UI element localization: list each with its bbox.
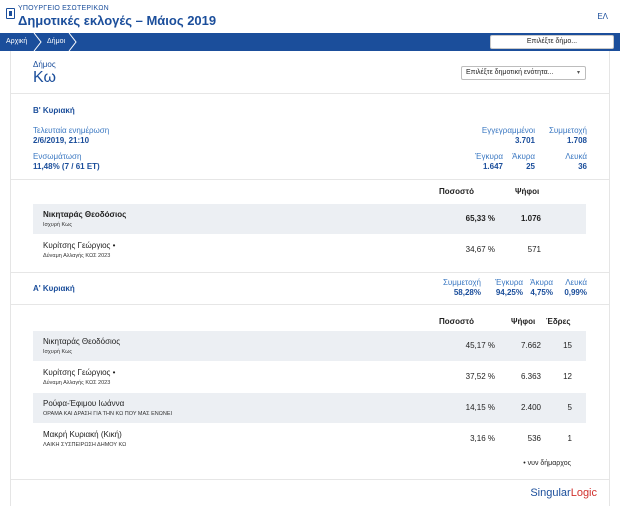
page-title[interactable]: Δημοτικές εκλογές – Μάιος 2019	[18, 13, 217, 28]
round-a-title: Α' Κυριακή	[33, 284, 75, 293]
top-header: ΥΠΟΥΡΓΕΙΟ ΕΣΩΤΕΡΙΚΩΝ Δημοτικές εκλογές –…	[0, 0, 620, 33]
turnout-value: 1.708	[566, 136, 587, 145]
blank-label: Λευκά	[565, 152, 587, 161]
round-b-title: Β' Κυριακή	[33, 106, 75, 115]
divider	[11, 93, 609, 94]
brand-part1: Singular	[530, 487, 571, 499]
a-blank-label: Λευκά	[565, 278, 587, 287]
candidate-party: ΛΑΙΚΗ ΣΥΣΠΕΙΡΩΣΗ ΔΗΜΟΥ ΚΩ	[43, 442, 127, 448]
integration-value: 11,48% (7 / 61 ΕΤ)	[33, 162, 100, 171]
a-blank-value: 0,99%	[564, 288, 587, 297]
candidate-name: Κυρίτσης Γεώργιος •	[43, 241, 116, 250]
candidate-name: Νικηταράς Θεοδόσιος	[43, 337, 121, 346]
chevron-right-icon	[33, 33, 43, 51]
a-invalid-value: 4,75%	[530, 288, 553, 297]
valid-value: 1.647	[482, 162, 503, 171]
municipality-name: Κω	[33, 69, 56, 86]
divider	[11, 272, 609, 273]
turnout-label: Συμμετοχή	[548, 126, 587, 135]
table-row: Νικηταράς Θεοδόσιος Ισχυρή Κως 65,33 % 1…	[33, 204, 586, 234]
candidate-votes: 1.076	[520, 214, 541, 223]
divider	[11, 479, 609, 480]
language-switch[interactable]: ΕΛ	[597, 12, 608, 21]
a-turnout-label: Συμμετοχή	[442, 278, 481, 287]
invalid-value: 25	[526, 162, 535, 171]
registered-value: 3.701	[514, 136, 535, 145]
candidate-votes: 6.363	[520, 372, 541, 381]
brand-logo: SingularLogic	[530, 487, 597, 499]
footnote: • νυν δήμαρχος	[523, 460, 571, 467]
candidate-percent: 45,17 %	[465, 341, 495, 350]
table-row: Νικηταράς Θεοδόσιος Ισχυρή Κως 45,17 % 7…	[33, 331, 586, 361]
registered-label: Εγγεγραμμένοι	[481, 126, 535, 135]
candidate-percent: 3,16 %	[470, 434, 495, 443]
col-percent-header: Ποσοστό	[439, 187, 474, 196]
a-valid-value: 94,25%	[495, 288, 523, 297]
candidate-name: Κυρίτσης Γεώργιος •	[43, 368, 116, 377]
candidate-votes: 2.400	[520, 403, 541, 412]
candidate-percent: 37,52 %	[465, 372, 495, 381]
results-panel: Δήμος Κω Επιλέξτε δημοτική ενότητα... ▾ …	[10, 51, 610, 506]
candidate-party: Δύναμη Αλλαγής ΚΩΣ 2023	[43, 253, 111, 259]
candidate-votes: 536	[527, 434, 541, 443]
divider	[11, 304, 609, 305]
col-votes-header: Ψήφοι	[515, 187, 540, 196]
candidate-seats: 15	[563, 341, 572, 350]
candidate-seats: 5	[567, 403, 572, 412]
candidate-party: Δύναμη Αλλαγής ΚΩΣ 2023	[43, 380, 111, 386]
candidate-percent: 14,15 %	[465, 403, 495, 412]
unit-select-label: Επιλέξτε δημοτική ενότητα...	[466, 69, 554, 76]
candidate-votes: 7.662	[520, 341, 541, 350]
candidate-seats: 1	[567, 434, 572, 443]
table-row: Κυρίτσης Γεώργιος • Δύναμη Αλλαγής ΚΩΣ 2…	[33, 362, 586, 392]
a-col-percent-header: Ποσοστό	[439, 317, 474, 326]
divider	[11, 179, 609, 180]
candidate-party: ΟΡΑΜΑ ΚΑΙ ΔΡΑΣΗ ΓΙΑ ΤΗΝ ΚΩ ΠΟΥ ΜΑΣ ΕΝΩΝΕ…	[43, 411, 173, 417]
table-row: Ρούφα-Έφιμου Ιωάννα ΟΡΑΜΑ ΚΑΙ ΔΡΑΣΗ ΓΙΑ …	[33, 393, 586, 423]
last-update-label: Τελευταία ενημέρωση	[33, 126, 110, 135]
invalid-label: Άκυρα	[512, 152, 535, 161]
chevron-down-icon: ▾	[577, 70, 581, 76]
valid-label: Έγκυρα	[475, 152, 503, 161]
candidate-party: Ισχυρή Κως	[43, 349, 73, 355]
breadcrumb-municipalities[interactable]: Δήμοι	[47, 38, 66, 45]
a-invalid-label: Άκυρα	[530, 278, 553, 287]
candidate-party: Ισχυρή Κως	[43, 222, 73, 228]
candidate-name: Ρούφα-Έφιμου Ιωάννα	[43, 399, 125, 408]
integration-label: Ενσωμάτωση	[33, 152, 82, 161]
unit-select[interactable]: Επιλέξτε δημοτική ενότητα... ▾	[461, 66, 586, 80]
a-valid-label: Έγκυρα	[495, 278, 523, 287]
breadcrumb-home[interactable]: Αρχική	[6, 38, 28, 45]
municipality-select[interactable]: Επιλέξτε δήμο...	[490, 35, 614, 49]
brand-part2: Logic	[570, 487, 597, 499]
breadcrumb: Αρχική Δήμοι Επιλέξτε δήμο...	[0, 33, 620, 51]
ministry-name: ΥΠΟΥΡΓΕΙΟ ΕΣΩΤΕΡΙΚΩΝ	[18, 5, 109, 12]
candidate-percent: 34,67 %	[465, 245, 495, 254]
municipality-label: Δήμος	[33, 60, 56, 69]
a-col-votes-header: Ψήφοι	[511, 317, 536, 326]
candidate-name: Νικηταράς Θεοδόσιος	[43, 210, 127, 219]
a-col-seats-header: Έδρες	[546, 317, 571, 326]
table-row: Μακρή Κυριακή (Κική) ΛΑΙΚΗ ΣΥΣΠΕΙΡΩΣΗ ΔΗ…	[33, 424, 586, 454]
candidate-votes: 571	[527, 245, 541, 254]
blank-value: 36	[578, 162, 587, 171]
candidate-percent: 65,33 %	[465, 214, 495, 223]
a-turnout-value: 58,28%	[453, 288, 481, 297]
candidate-name: Μακρή Κυριακή (Κική)	[43, 430, 122, 439]
chevron-right-icon	[68, 33, 78, 51]
table-row: Κυρίτσης Γεώργιος • Δύναμη Αλλαγής ΚΩΣ 2…	[33, 235, 586, 265]
candidate-seats: 12	[563, 372, 572, 381]
ballot-box-icon	[6, 8, 15, 19]
last-update-value: 2/6/2019, 21:10	[33, 136, 90, 145]
